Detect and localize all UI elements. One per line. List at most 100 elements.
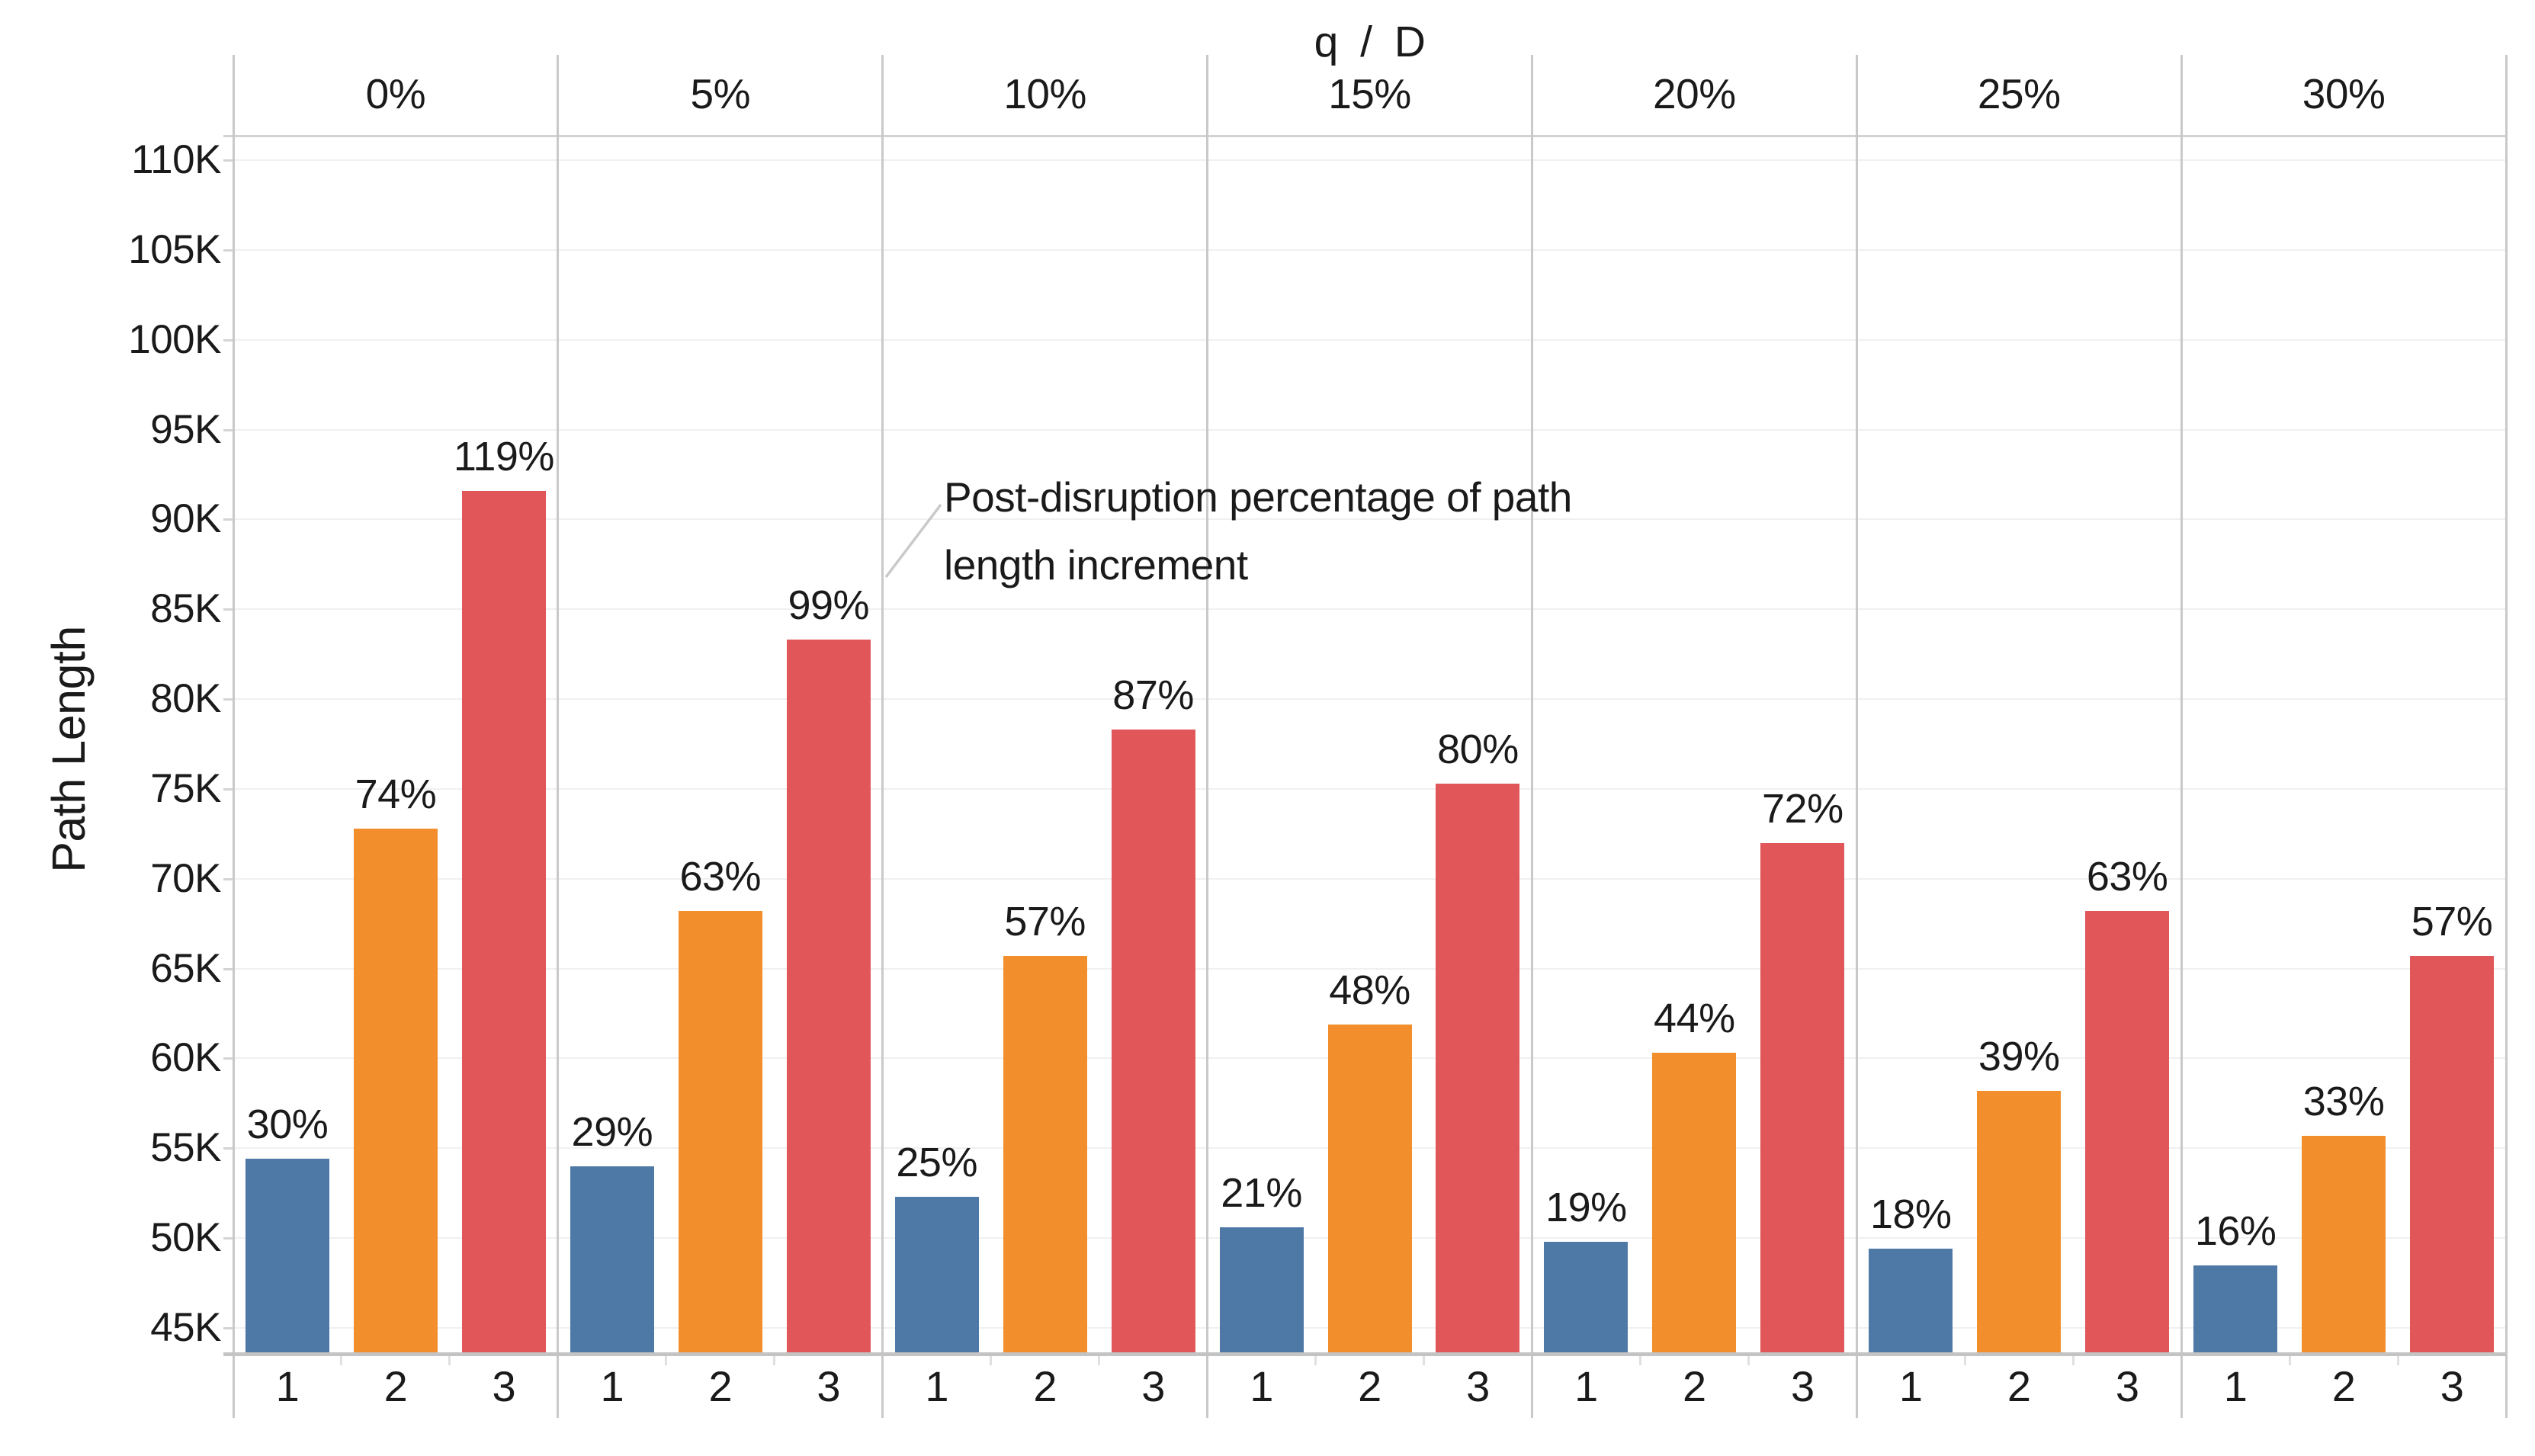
bar-value-label: 72%: [1762, 785, 1843, 832]
y-tick-label: 50K: [150, 1215, 221, 1261]
x-tick-label: 1: [2223, 1362, 2248, 1410]
x-axis-subtick: [1098, 1355, 1101, 1365]
facet-header-label: 15%: [1328, 70, 1411, 117]
y-axis-tick: [223, 698, 233, 701]
y-axis-tick: [223, 877, 233, 880]
bar-30pct-x1: [2193, 1265, 2278, 1353]
bar-25pct-x3: [2085, 911, 2170, 1353]
y-axis-tick: [223, 518, 233, 521]
bar-15pct-x2: [1327, 1024, 1412, 1353]
bar-value-label: 21%: [1221, 1170, 1302, 1216]
y-axis-tick: [223, 787, 233, 791]
x-axis-subtick: [1747, 1355, 1750, 1365]
x-tick-label: 2: [383, 1362, 408, 1410]
bar-value-label: 25%: [896, 1139, 977, 1185]
bar-value-label: 16%: [2194, 1207, 2277, 1254]
bar-5pct-x1: [570, 1166, 654, 1353]
facet-separator: [557, 55, 560, 1418]
bar-value-label: 30%: [246, 1102, 329, 1148]
bar-value-label: 63%: [2086, 854, 2168, 900]
x-tick-label: 3: [1466, 1362, 1490, 1410]
y-axis-title: Path Length: [43, 626, 95, 873]
x-axis-subtick: [1422, 1355, 1425, 1365]
y-tick-label: 45K: [150, 1305, 221, 1350]
gridline: [233, 698, 2506, 701]
bar-25pct-x2: [1977, 1090, 2062, 1353]
y-tick-label: 65K: [150, 945, 221, 991]
bar-20pct-x3: [1760, 842, 1845, 1353]
bar-value-label: 48%: [1329, 967, 1410, 1013]
facet-separator: [2180, 55, 2183, 1418]
y-axis-tick: [223, 608, 233, 611]
x-tick-label: 3: [2440, 1362, 2464, 1410]
y-axis-tick: [223, 249, 233, 252]
x-tick-label: 1: [1574, 1362, 1598, 1410]
annotation-line-1: Post-disruption percentage of path: [944, 473, 1572, 521]
x-axis-subtick: [2071, 1355, 2075, 1365]
x-tick-label: 3: [817, 1362, 841, 1410]
x-tick-label: 3: [492, 1362, 516, 1410]
gridline: [233, 787, 2506, 790]
gridline: [233, 608, 2506, 611]
bar-20pct-x2: [1652, 1053, 1737, 1353]
y-axis-tick: [223, 338, 233, 342]
bar-value-label: 19%: [1545, 1184, 1627, 1230]
y-axis-tick: [223, 1237, 233, 1240]
x-axis-subtick: [990, 1355, 993, 1365]
x-tick-label: 3: [1141, 1362, 1165, 1410]
bar-value-label: 80%: [1437, 726, 1519, 772]
x-tick-label: 2: [1683, 1362, 1706, 1410]
facet-header-label: 5%: [690, 70, 751, 117]
gridline: [233, 249, 2506, 251]
bar-25pct-x1: [1869, 1249, 1953, 1353]
gridline: [233, 877, 2506, 880]
x-axis-subtick: [340, 1355, 343, 1365]
y-tick-label: 80K: [150, 676, 221, 722]
bar-5pct-x2: [678, 911, 762, 1353]
x-tick-label: 2: [708, 1362, 733, 1410]
gridline: [233, 518, 2506, 521]
bar-value-label: 99%: [788, 582, 870, 629]
bar-15pct-x3: [1436, 783, 1520, 1353]
bar-value-label: 74%: [355, 771, 437, 817]
bar-value-label: 29%: [571, 1108, 653, 1155]
y-axis-tick: [223, 428, 233, 431]
annotation-line-2: length increment: [944, 541, 1248, 588]
x-axis-subtick: [1638, 1355, 1641, 1365]
x-axis-subtick: [2396, 1355, 2399, 1365]
facet-header-label: 30%: [2302, 70, 2386, 117]
x-axis-subtick: [773, 1355, 776, 1365]
facet-header-label: 0%: [365, 70, 426, 117]
y-tick-label: 75K: [150, 765, 221, 811]
bar-value-label: 44%: [1654, 996, 1735, 1042]
y-axis-tick: [223, 1327, 233, 1329]
y-axis-tick: [223, 1147, 233, 1150]
bar-value-label: 57%: [1004, 899, 1086, 945]
facet-separator: [881, 55, 884, 1418]
facet-separator: [1206, 55, 1209, 1418]
y-tick-label: 100K: [128, 316, 221, 362]
bar-10pct-x1: [894, 1196, 979, 1353]
x-tick-label: 2: [1033, 1362, 1057, 1410]
bar-0pct-x2: [353, 828, 438, 1353]
annotation-leader-line: [884, 503, 942, 579]
bar-value-label: 18%: [1869, 1191, 1952, 1238]
bar-15pct-x1: [1219, 1227, 1304, 1353]
bar-20pct-x1: [1544, 1241, 1628, 1353]
facet-separator: [1530, 55, 1533, 1418]
y-axis-tick: [223, 159, 233, 162]
facet-header-label: 20%: [1653, 70, 1736, 117]
y-tick-label: 60K: [150, 1035, 221, 1081]
bar-value-label: 39%: [1978, 1033, 2060, 1079]
y-axis-tick: [223, 967, 233, 970]
bar-value-label: 63%: [679, 854, 762, 900]
y-tick-label: 70K: [150, 855, 221, 901]
gridline: [233, 338, 2506, 341]
facet-separator: [232, 55, 235, 1418]
bar-value-label: 57%: [2411, 899, 2493, 945]
bar-30pct-x3: [2410, 956, 2495, 1353]
x-tick-label: 2: [2331, 1362, 2356, 1410]
bar-value-label: 33%: [2302, 1078, 2385, 1124]
facet-separator: [2505, 55, 2508, 1418]
